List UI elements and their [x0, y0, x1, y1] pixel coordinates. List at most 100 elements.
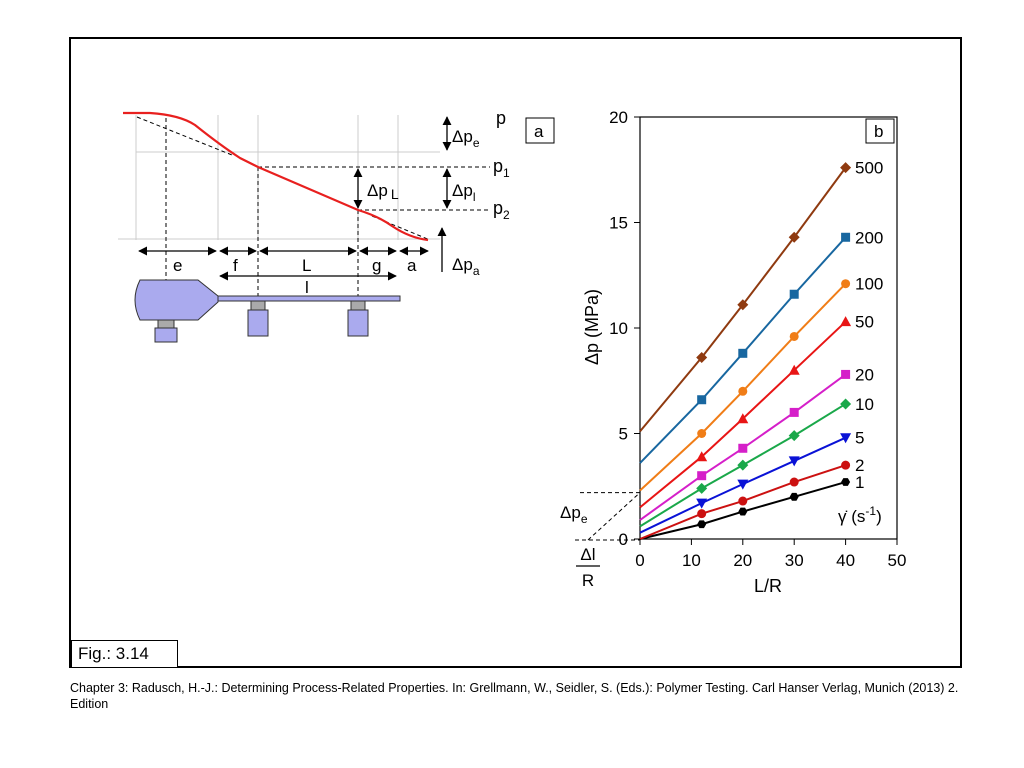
x-tick-label: 10 [682, 551, 701, 570]
figure-frame [69, 37, 962, 668]
intercept-label-numerator: Δl [580, 545, 595, 564]
data-point [840, 316, 852, 327]
x-tick-label: 0 [635, 551, 644, 570]
series-label: 20 [855, 365, 874, 384]
data-point [738, 496, 748, 506]
plot-area [639, 116, 898, 540]
series-label: 5 [855, 429, 864, 448]
data-point [696, 482, 708, 494]
intercept-label-denominator: R [582, 571, 594, 590]
delta-arrows [353, 116, 452, 272]
series-500: 500 [639, 159, 883, 433]
data-point [788, 430, 800, 442]
series-10: 10 [639, 395, 874, 528]
label-delta-pL: Δp L [367, 181, 399, 202]
data-point [738, 348, 748, 358]
series-label: 100 [855, 275, 883, 294]
data-point [788, 364, 800, 375]
series-label: 2 [855, 456, 864, 475]
data-point [697, 471, 707, 481]
label-seg-f: f [233, 256, 238, 275]
data-point [840, 433, 852, 444]
y-tick-label: 5 [619, 425, 628, 444]
label-seg-L: L [302, 256, 311, 275]
x-tick-label: 40 [836, 551, 855, 570]
series-label: 200 [855, 228, 883, 247]
y-tick-label: 15 [609, 214, 628, 233]
y-tick-label: 20 [609, 108, 628, 127]
label-delta-pe: Δpe [452, 127, 480, 150]
panel-b-box [865, 118, 895, 144]
extrapolation-label: Δpe [560, 503, 588, 526]
data-point [737, 299, 749, 311]
extrapolation-line [587, 492, 641, 541]
label-seg-g: g [372, 256, 381, 275]
series-2: 2 [639, 456, 864, 540]
data-point [738, 507, 748, 516]
x-tick-label: 30 [785, 551, 804, 570]
data-point [737, 479, 749, 490]
series-100: 100 [639, 275, 883, 492]
data-point [841, 478, 851, 486]
y-tick-label: 10 [609, 319, 628, 338]
data-point [840, 162, 852, 174]
series-label: 50 [855, 313, 874, 332]
data-point [697, 395, 707, 405]
series-label: 500 [855, 159, 883, 178]
data-point [696, 498, 708, 509]
series-1: 1 [639, 473, 864, 540]
data-point [738, 443, 748, 453]
label-p2: p2 [493, 198, 510, 222]
capillary-die [134, 279, 401, 343]
data-point [789, 331, 799, 341]
data-point [841, 279, 851, 289]
data-point [697, 509, 707, 519]
data-point [841, 369, 851, 379]
data-point [789, 492, 799, 501]
label-p: p [496, 108, 506, 128]
y-tick-label: 0 [619, 530, 628, 549]
x-tick-label: 20 [733, 551, 752, 570]
data-point [841, 460, 851, 470]
data-point [696, 352, 708, 364]
label-seg-l: l [305, 278, 309, 297]
label-seg-a: a [407, 256, 417, 275]
label-delta-pl: Δpl [452, 181, 475, 204]
series-5: 5 [639, 429, 864, 534]
data-point [788, 456, 800, 467]
figure-label: Fig.: 3.14 [71, 640, 178, 668]
data-point [697, 520, 707, 529]
series-label: 1 [855, 473, 864, 492]
data-point [788, 231, 800, 243]
x-tick-label: 50 [888, 551, 907, 570]
chart-plot-area [639, 116, 898, 540]
series-200: 200 [639, 228, 883, 464]
data-point [841, 232, 851, 242]
panel-a-label: a [534, 122, 544, 141]
label-p1: p1 [493, 156, 510, 180]
series-20: 20 [639, 365, 874, 521]
data-point [738, 386, 748, 396]
data-point [789, 289, 799, 299]
label-delta-pa: Δpa [452, 255, 480, 278]
x-axis-label: L/R [754, 576, 782, 596]
panel-a-box [525, 117, 555, 144]
data-point [737, 459, 749, 471]
data-point [840, 398, 852, 410]
segment-arrows [138, 246, 429, 281]
data-point [789, 477, 799, 487]
label-seg-e: e [173, 256, 182, 275]
chart-extrapolation [575, 492, 641, 541]
chart-series-group: 12 5 10 20 50 100 200 500 [639, 159, 883, 540]
data-point [696, 451, 708, 462]
data-point [789, 407, 799, 417]
data-point [697, 429, 707, 438]
pressure-curve [123, 111, 429, 242]
series-label: 10 [855, 395, 874, 414]
series-50: 50 [639, 313, 874, 509]
data-point [737, 413, 749, 424]
figure-caption: Chapter 3: Radusch, H.-J.: Determining P… [70, 681, 959, 711]
